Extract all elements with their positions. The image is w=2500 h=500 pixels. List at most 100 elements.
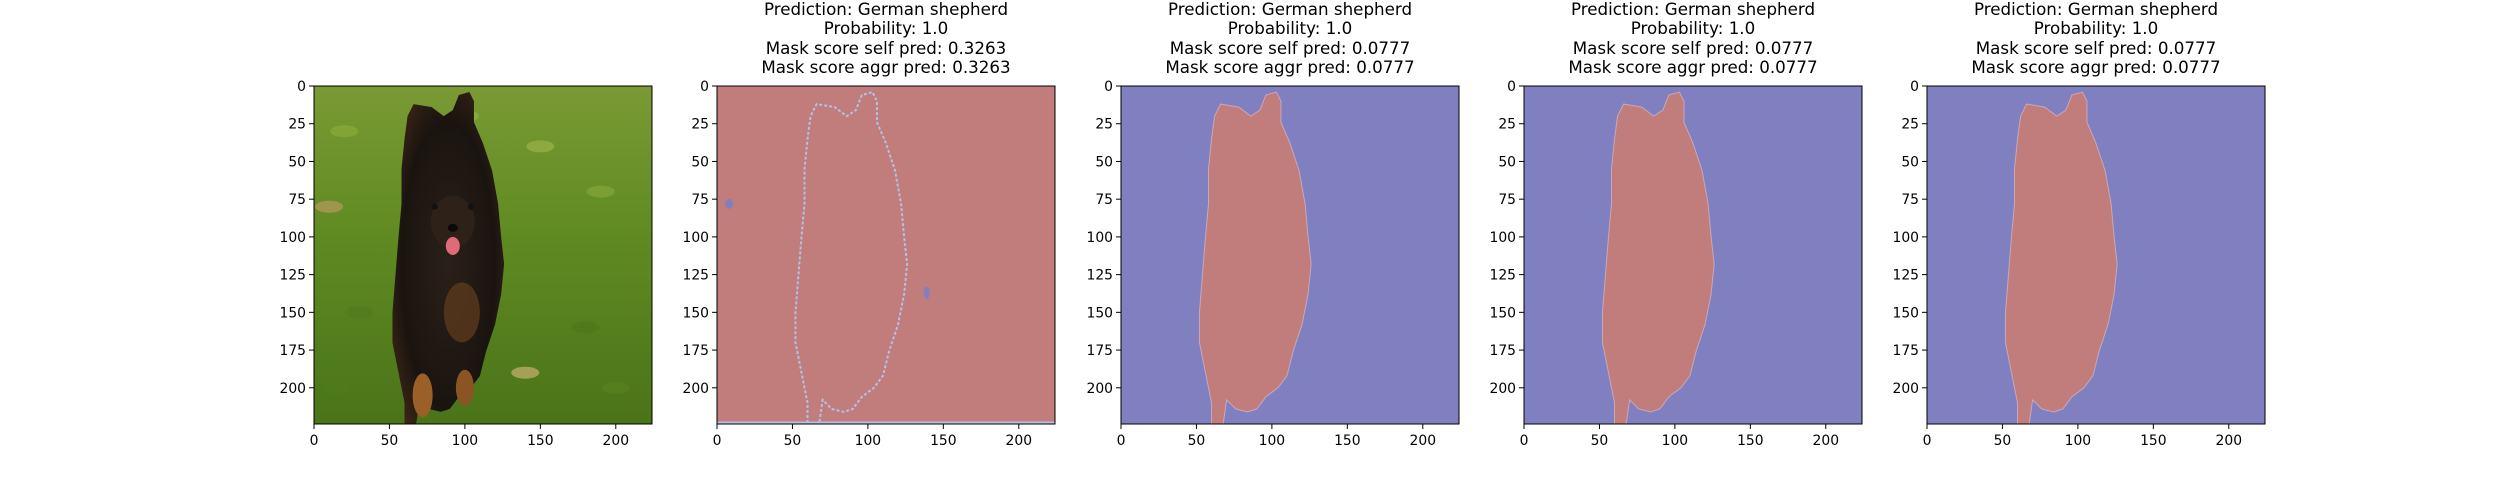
y-tick-label: 150 <box>1489 305 1516 321</box>
y-tick-label: 150 <box>1086 305 1113 321</box>
y-tick-label: 125 <box>682 268 709 284</box>
y-tick-label: 75 <box>1095 192 1113 208</box>
panel-3: 0 50 100 150 200 0 25 50 75 100 125 150 175 200 <box>1086 79 1460 449</box>
y-tick-label: 25 <box>1901 117 1919 133</box>
panel-title-line: Mask score aggr pred: 0.0777 <box>1568 57 1818 78</box>
x-tick-label: 200 <box>1410 433 1437 449</box>
x-tick-label: 200 <box>1006 433 1033 449</box>
y-tick-label: 125 <box>1892 268 1919 284</box>
panel-title-line: Mask score self pred: 0.0777 <box>1975 37 2217 58</box>
y-tick-label: 25 <box>1095 117 1113 133</box>
panel-title-line: Prediction: German shepherd <box>1973 0 2219 19</box>
x-tick-label: 50 <box>784 433 802 449</box>
panel-title: Prediction: German shepherd Probability: … <box>1846 0 2346 78</box>
x-tick-label: 0 <box>1520 433 1529 449</box>
x-tick-label: 100 <box>1662 433 1689 449</box>
axes-frame <box>313 85 653 425</box>
segmentation-mask <box>1524 86 1862 424</box>
panel-title-line: Probability: 1.0 <box>1227 18 1353 39</box>
axes-frame <box>716 85 1056 425</box>
x-tick-label: 150 <box>1334 433 1361 449</box>
y-tick-label: 100 <box>1489 230 1516 246</box>
panel-title-line: Mask score self pred: 0.3263 <box>765 37 1007 58</box>
y-tick-label: 100 <box>682 230 709 246</box>
y-tick-label: 0 <box>297 79 306 95</box>
y-tick-label: 125 <box>1489 268 1516 284</box>
x-tick-label: 200 <box>603 433 630 449</box>
y-tick-label: 50 <box>691 154 709 170</box>
x-tick-label: 200 <box>2216 433 2243 449</box>
segmentation-mask <box>1927 86 2265 424</box>
y-tick-label: 0 <box>1507 79 1516 95</box>
panel-title-line: Mask score self pred: 0.0777 <box>1572 37 1814 58</box>
x-tick-label: 100 <box>1259 433 1286 449</box>
panel-title-line: Prediction: German shepherd <box>1570 0 1816 19</box>
mask-foreground <box>1198 91 1312 424</box>
panel-2: 0 50 100 150 200 0 25 50 75 100 125 150 175 200 <box>682 79 1056 449</box>
y-tick-label: 200 <box>682 381 709 397</box>
y-tick-label: 200 <box>1086 381 1113 397</box>
y-tick-label: 75 <box>1901 192 1919 208</box>
y-tick-label: 200 <box>1892 381 1919 397</box>
y-tick-label: 200 <box>1489 381 1516 397</box>
y-tick-label: 150 <box>279 305 306 321</box>
axes-frame <box>1926 85 2266 425</box>
panel-title-line: Mask score aggr pred: 0.3263 <box>761 57 1011 78</box>
y-tick-label: 175 <box>1086 343 1113 359</box>
y-tick-label: 100 <box>279 230 306 246</box>
segmentation-mask <box>1121 86 1459 424</box>
x-tick-label: 50 <box>1591 433 1609 449</box>
y-tick-label: 25 <box>691 117 709 133</box>
y-tick-label: 100 <box>1892 230 1919 246</box>
y-tick-label: 150 <box>682 305 709 321</box>
x-tick-label: 150 <box>930 433 957 449</box>
y-tick-label: 0 <box>1104 79 1113 95</box>
panel-title-line: Probability: 1.0 <box>823 18 949 39</box>
y-tick-label: 75 <box>288 192 306 208</box>
segmentation-mask <box>717 86 1055 424</box>
x-tick-label: 0 <box>1923 433 1932 449</box>
y-tick-label: 0 <box>700 79 709 95</box>
panel-title-line: Mask score self pred: 0.0777 <box>1169 37 1411 58</box>
panel-title-line: Prediction: German shepherd <box>763 0 1009 19</box>
x-tick-label: 150 <box>1737 433 1764 449</box>
y-tick-label: 25 <box>1498 117 1516 133</box>
y-tick-label: 175 <box>279 343 306 359</box>
y-tick-label: 50 <box>1095 154 1113 170</box>
axes-frame <box>1523 85 1863 425</box>
x-tick-label: 150 <box>2140 433 2167 449</box>
x-tick-label: 200 <box>1813 433 1840 449</box>
y-tick-label: 175 <box>682 343 709 359</box>
y-tick-label: 125 <box>1086 268 1113 284</box>
panel-title: Prediction: German shepherd Probability: … <box>1443 0 1943 78</box>
x-tick-label: 100 <box>855 433 882 449</box>
panel-title-line: Prediction: German shepherd <box>1167 0 1413 19</box>
panel-title-line: Mask score aggr pred: 0.0777 <box>1971 57 2221 78</box>
y-tick-label: 175 <box>1489 343 1516 359</box>
panel-title-line: Probability: 1.0 <box>2033 18 2159 39</box>
puppy-photo <box>314 86 652 424</box>
panel-title-line: Probability: 1.0 <box>1630 18 1756 39</box>
mask-boundary <box>794 90 909 424</box>
y-tick-label: 200 <box>279 381 306 397</box>
x-tick-label: 0 <box>1117 433 1126 449</box>
x-tick-label: 100 <box>2065 433 2092 449</box>
panel-1: 0 50 100 150 200 0 25 50 75 100 125 150 175 200 <box>279 79 653 449</box>
panel-title: Prediction: German shepherd Probability: … <box>1040 0 1540 78</box>
y-tick-label: 150 <box>1892 305 1919 321</box>
y-tick-label: 75 <box>691 192 709 208</box>
y-tick-label: 50 <box>1901 154 1919 170</box>
y-tick-label: 125 <box>279 268 306 284</box>
panel-5: 0 50 100 150 200 0 25 50 75 100 125 150 175 200 <box>1892 79 2266 449</box>
panel-title-line: Mask score aggr pred: 0.0777 <box>1165 57 1415 78</box>
y-tick-label: 75 <box>1498 192 1516 208</box>
x-tick-label: 50 <box>1188 433 1206 449</box>
y-tick-label: 50 <box>1498 154 1516 170</box>
y-tick-label: 25 <box>288 117 306 133</box>
panel-title: Prediction: German shepherd Probability: … <box>636 0 1136 78</box>
x-tick-label: 0 <box>713 433 722 449</box>
y-tick-label: 0 <box>1910 79 1919 95</box>
panel-4: 0 50 100 150 200 0 25 50 75 100 125 150 175 200 <box>1489 79 1863 449</box>
x-tick-label: 0 <box>310 433 319 449</box>
